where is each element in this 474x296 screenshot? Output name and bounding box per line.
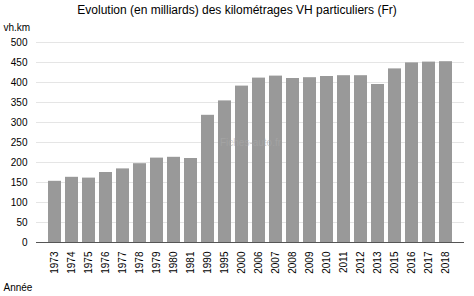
svg-text:300: 300 [11, 117, 28, 128]
svg-text:1979: 1979 [151, 251, 162, 274]
svg-text:1973: 1973 [49, 251, 60, 274]
svg-text:50: 50 [16, 217, 28, 228]
html-text:Evolution (en milliards) des k: Evolution (en milliards) des kilométrage… [77, 3, 397, 17]
svg-text:1974: 1974 [66, 251, 77, 274]
svg-text:0: 0 [22, 237, 28, 248]
svg-text:2011: 2011 [338, 251, 349, 273]
svg-text:450: 450 [11, 57, 28, 68]
svg-text:200: 200 [11, 157, 28, 168]
svg-text:1981: 1981 [185, 251, 196, 274]
svg-text:2012: 2012 [355, 251, 366, 274]
svg-text:2018: 2018 [440, 251, 451, 274]
svg-text:1990: 1990 [202, 251, 213, 274]
svg-text:1978: 1978 [134, 251, 145, 274]
svg-text:2006: 2006 [253, 251, 264, 274]
svg-text:vh.km: vh.km [4, 22, 31, 33]
svg-text:2009: 2009 [304, 251, 315, 274]
svg-text:2013: 2013 [372, 251, 383, 274]
svg-text:1995: 1995 [219, 251, 230, 274]
svg-text:2007: 2007 [270, 251, 281, 274]
svg-text:250: 250 [11, 137, 28, 148]
svg-text:1977: 1977 [117, 251, 128, 274]
svg-text:400: 400 [11, 77, 28, 88]
svg-text:1976: 1976 [100, 251, 111, 274]
svg-text:1975: 1975 [83, 251, 94, 274]
svg-text:2010: 2010 [321, 251, 332, 274]
svg-text:1980: 1980 [168, 251, 179, 274]
svg-text:Fiches-auto.fr: Fiches-auto.fr [220, 137, 282, 148]
svg-text:350: 350 [11, 97, 28, 108]
svg-text:100: 100 [11, 197, 28, 208]
svg-text:2000: 2000 [236, 251, 247, 274]
svg-text:500: 500 [11, 37, 28, 48]
svg-text:2016: 2016 [406, 251, 417, 274]
svg-text:2017: 2017 [423, 251, 434, 274]
svg-text:2015: 2015 [389, 251, 400, 274]
svg-text:2008: 2008 [287, 251, 298, 274]
svg-text:Année: Année [4, 282, 33, 293]
svg-text:150: 150 [11, 177, 28, 188]
